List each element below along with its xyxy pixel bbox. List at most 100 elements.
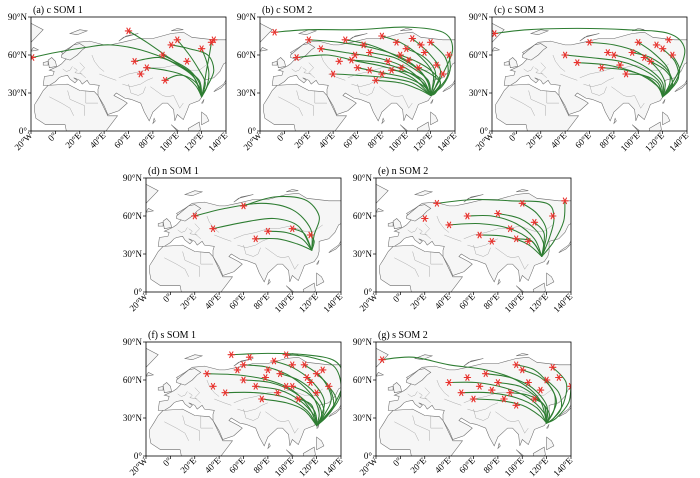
source-marker xyxy=(305,36,313,44)
source-marker xyxy=(270,357,278,365)
source-marker xyxy=(270,28,279,36)
country-border xyxy=(128,84,146,96)
landmass xyxy=(442,79,455,92)
lat-tick-label: 30°N xyxy=(237,88,257,98)
source-marker xyxy=(384,57,392,65)
source-marker xyxy=(173,36,182,44)
country-border xyxy=(188,228,198,236)
country-border xyxy=(99,73,117,81)
country-border xyxy=(347,63,437,78)
landmass xyxy=(546,272,555,287)
source-marker xyxy=(555,374,563,381)
trajectory-line xyxy=(613,54,665,98)
lon-tick-label: 0° xyxy=(161,291,174,304)
country-border xyxy=(528,90,546,116)
country-border xyxy=(328,73,346,81)
landmass xyxy=(157,385,164,391)
lon-tick-label: 20°W xyxy=(357,455,379,477)
source-marker xyxy=(197,45,206,53)
source-marker xyxy=(475,382,484,390)
landmass xyxy=(31,22,44,43)
panel-title: (b) c SOM 2 xyxy=(262,5,312,16)
panels: (a) c SOM 10°30°N60°N90°N20°W 0° 20°E 40°E 6… xyxy=(8,5,691,478)
landmass xyxy=(387,356,571,447)
trajectory-line xyxy=(466,214,543,258)
source-marker xyxy=(209,225,217,233)
lat-tick-label: 90°N xyxy=(8,12,28,22)
source-marker xyxy=(245,353,254,361)
country-border xyxy=(430,251,443,265)
country-border xyxy=(540,62,547,78)
lon-tick-label: 20°E xyxy=(178,291,198,311)
lat-tick-label: 0° xyxy=(19,126,28,136)
landmass xyxy=(328,404,341,417)
map-area xyxy=(260,22,455,131)
source-marker xyxy=(143,64,151,72)
source-marker xyxy=(421,215,429,222)
source-marker xyxy=(239,376,248,384)
country-border xyxy=(473,409,491,421)
landmass xyxy=(495,83,580,131)
trajectory-line xyxy=(588,41,666,98)
source-marker xyxy=(506,389,514,397)
source-marker xyxy=(433,199,441,207)
source-marker xyxy=(378,70,386,78)
landmass xyxy=(379,244,464,292)
source-marker xyxy=(209,382,217,390)
source-marker xyxy=(463,212,472,220)
source-marker xyxy=(536,386,545,394)
lat-tick-label: 0° xyxy=(364,451,373,461)
map-panel-c: (c) c SOM 30°30°N60°N90°N20°W 0° 20°E 40°E 6… xyxy=(469,5,691,153)
source-marker xyxy=(524,379,533,386)
panel-title: (e) n SOM 2 xyxy=(378,166,428,177)
source-marker xyxy=(167,41,175,49)
landmass xyxy=(34,83,119,131)
landmass xyxy=(286,449,295,456)
country-border xyxy=(164,257,189,277)
trajectory-line xyxy=(430,54,451,97)
landmass xyxy=(233,194,254,203)
landmass xyxy=(157,221,164,227)
country-border xyxy=(418,228,428,236)
country-border xyxy=(402,95,413,109)
landmass xyxy=(387,192,571,283)
source-marker xyxy=(664,36,673,44)
trajectory-line xyxy=(316,385,337,427)
source-marker xyxy=(414,64,423,72)
trajectory-line xyxy=(146,67,203,98)
landmass xyxy=(376,183,389,204)
source-marker xyxy=(628,49,636,56)
country-border xyxy=(534,67,544,75)
landmass xyxy=(497,278,501,286)
lon-tick-label: 20°W xyxy=(127,455,149,477)
trajectory-line xyxy=(332,73,432,97)
source-marker xyxy=(282,382,290,390)
country-border xyxy=(85,90,98,104)
country-border xyxy=(177,391,188,397)
source-marker xyxy=(512,361,520,369)
country-border xyxy=(546,90,559,104)
trajectory-line xyxy=(521,202,548,258)
source-marker xyxy=(294,395,303,403)
lat-tick-label: 0° xyxy=(134,451,143,461)
source-marker xyxy=(318,366,327,374)
source-marker xyxy=(518,366,527,374)
trajectory-line xyxy=(405,48,437,97)
trajectory-line xyxy=(285,354,341,427)
landmass xyxy=(146,347,159,368)
lon-tick-label: 0° xyxy=(275,130,288,143)
source-marker xyxy=(567,382,571,390)
country-border xyxy=(173,95,184,109)
source-marker xyxy=(203,370,211,378)
landmass xyxy=(376,372,385,377)
lon-tick-label: 60°E xyxy=(457,455,477,475)
landmass xyxy=(201,111,210,126)
country-border xyxy=(67,90,85,116)
panel-title: (c) c SOM 3 xyxy=(494,5,544,16)
country-border xyxy=(418,392,428,400)
landmass xyxy=(176,204,202,222)
landmass xyxy=(579,33,600,42)
source-marker xyxy=(351,51,359,59)
lon-tick-label: 80°E xyxy=(481,455,501,475)
